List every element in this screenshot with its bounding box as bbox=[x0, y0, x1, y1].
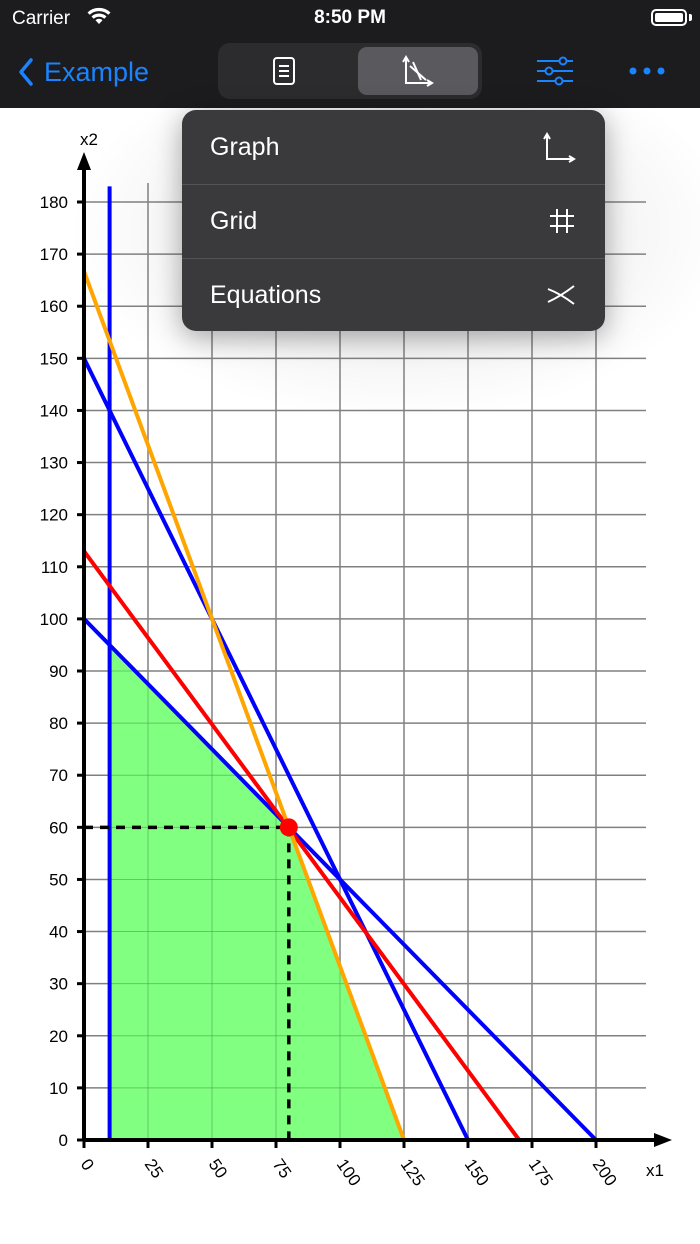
segment-graph[interactable] bbox=[358, 47, 478, 95]
x-tick-label: 50 bbox=[205, 1155, 231, 1181]
navigation-bar: Carrier 8:50 PM Example bbox=[0, 0, 700, 108]
grid-hash-icon bbox=[550, 209, 574, 233]
graph-options-menu: Graph Grid Equations bbox=[182, 110, 605, 331]
y-axis-arrow bbox=[77, 152, 91, 170]
y-tick-label: 0 bbox=[59, 1131, 68, 1150]
y-tick-label: 70 bbox=[49, 766, 68, 785]
y-tick-label: 160 bbox=[40, 297, 68, 316]
x-tick-label: 0 bbox=[77, 1155, 98, 1174]
chevron-left-icon bbox=[19, 58, 33, 86]
x-axis-label: x1 bbox=[646, 1161, 664, 1180]
y-tick-label: 100 bbox=[40, 610, 68, 629]
constraint-line-5 bbox=[82, 270, 406, 1141]
equations-icon bbox=[547, 285, 575, 305]
menu-item-label: Graph bbox=[210, 132, 280, 161]
menu-item-grid[interactable]: Grid bbox=[182, 184, 605, 258]
document-icon bbox=[273, 57, 295, 85]
back-button-label: Example bbox=[44, 56, 150, 87]
y-tick-label: 60 bbox=[49, 818, 68, 837]
wifi-icon bbox=[87, 7, 111, 24]
battery-tip bbox=[689, 14, 692, 21]
menu-item-equations[interactable]: Equations bbox=[182, 258, 605, 331]
y-axis-label: x2 bbox=[80, 130, 98, 149]
y-tick-label: 20 bbox=[49, 1027, 68, 1046]
menu-item-label: Grid bbox=[210, 207, 258, 235]
graph-icon bbox=[402, 55, 434, 87]
optimum-point bbox=[279, 818, 298, 837]
segment-document[interactable] bbox=[224, 47, 344, 95]
y-tick-label: 30 bbox=[49, 975, 68, 994]
x-tick-label: 200 bbox=[589, 1155, 621, 1189]
y-tick-label: 150 bbox=[40, 349, 68, 368]
y-tick-label: 50 bbox=[49, 870, 68, 889]
y-tick-label: 120 bbox=[40, 506, 68, 525]
x-tick-label: 175 bbox=[525, 1155, 557, 1189]
y-tick-label: 110 bbox=[41, 558, 68, 577]
constraint-lines-layer bbox=[82, 186, 598, 1142]
constraint-line-4 bbox=[82, 549, 521, 1142]
constraint-line-3 bbox=[82, 357, 470, 1141]
axes bbox=[77, 152, 672, 1148]
x-tick-label: 75 bbox=[269, 1155, 295, 1181]
y-tick-label: 90 bbox=[49, 662, 68, 681]
y-tick-label: 170 bbox=[40, 245, 68, 264]
carrier-label: Carrier bbox=[12, 8, 71, 29]
menu-item-label: Equations bbox=[210, 281, 322, 309]
y-tick-label: 140 bbox=[40, 401, 68, 420]
x-axis-arrow bbox=[654, 1133, 672, 1147]
axes-icon bbox=[543, 132, 576, 163]
battery-icon bbox=[651, 9, 687, 26]
x-tick-label: 125 bbox=[397, 1155, 429, 1189]
view-segmented-control bbox=[218, 43, 482, 99]
clock: 8:50 PM bbox=[314, 7, 386, 28]
y-tick-label: 10 bbox=[49, 1079, 68, 1098]
feasible-region bbox=[109, 644, 404, 1140]
x-tick-label: 25 bbox=[141, 1155, 167, 1181]
x-tick-label: 150 bbox=[461, 1155, 493, 1189]
y-tick-label: 130 bbox=[40, 454, 68, 473]
y-tick-label: 40 bbox=[49, 923, 68, 942]
more-icon[interactable] bbox=[628, 65, 666, 77]
y-tick-label: 180 bbox=[40, 193, 68, 212]
y-tick-label: 80 bbox=[49, 714, 68, 733]
sliders-icon[interactable] bbox=[535, 56, 575, 86]
menu-item-graph[interactable]: Graph bbox=[182, 110, 605, 184]
x-tick-label: 100 bbox=[333, 1155, 365, 1189]
back-button[interactable]: Example bbox=[18, 50, 149, 94]
